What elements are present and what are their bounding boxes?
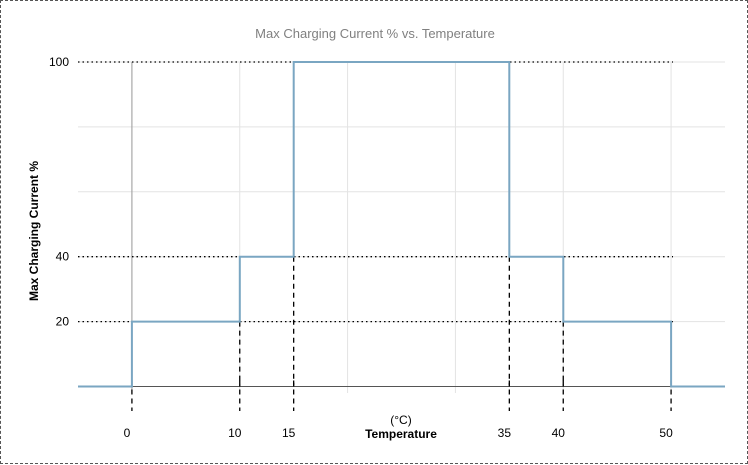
x-tick-label: 35 — [498, 426, 512, 440]
x-tick-label: 50 — [659, 426, 673, 440]
y-tick-label: 100 — [49, 55, 69, 69]
y-axis-label: Max Charging Current % — [27, 161, 41, 301]
x-tick-label: 10 — [228, 426, 242, 440]
y-tick-label: 20 — [56, 315, 70, 329]
y-tick-label: 40 — [56, 250, 70, 264]
x-tick-label: 0 — [124, 426, 131, 440]
series-line — [78, 61, 725, 388]
x-tick-label: 40 — [552, 426, 566, 440]
chart-title: Max Charging Current % vs. Temperature — [255, 26, 495, 41]
x-axis-label: Temperature — [365, 427, 437, 441]
x-tick-label: 15 — [282, 426, 296, 440]
x-axis-unit: (°C) — [390, 413, 411, 427]
